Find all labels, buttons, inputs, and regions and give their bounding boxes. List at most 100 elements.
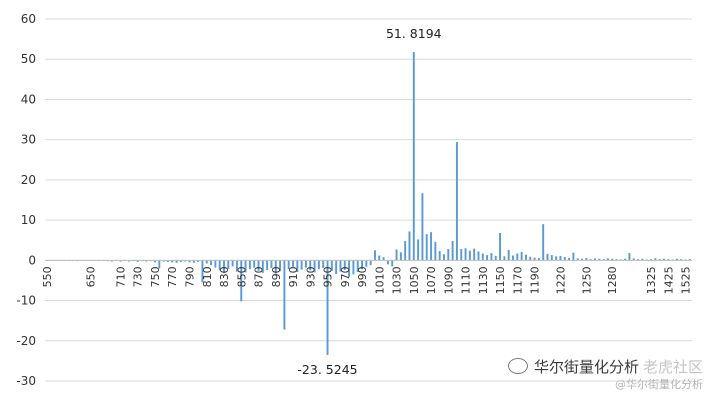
x-tick-label: 1090 <box>442 266 455 294</box>
bar <box>197 260 200 262</box>
bar <box>468 250 471 261</box>
x-tick-label: 1220 <box>554 266 567 294</box>
bar <box>555 256 558 261</box>
bar <box>326 260 329 355</box>
bar <box>231 260 234 267</box>
bar <box>205 260 208 264</box>
bar <box>322 260 325 268</box>
bar <box>244 260 247 273</box>
x-tick-label: 950 <box>322 266 335 287</box>
bar <box>512 255 514 261</box>
bar <box>162 260 165 262</box>
bar <box>593 258 596 261</box>
bar <box>602 259 605 261</box>
bar <box>119 260 122 262</box>
bar <box>412 51 415 261</box>
x-tick-label: 710 <box>114 266 127 287</box>
data-label: -23. 5245 <box>297 362 357 377</box>
bar <box>279 260 282 272</box>
bar <box>434 241 437 261</box>
bar <box>641 258 644 261</box>
bar <box>430 232 433 261</box>
bar <box>348 260 351 278</box>
bar <box>361 260 364 270</box>
x-axis: 550 650 710 730 750 770 790 810 830 850 870 890 910 9… <box>41 266 692 294</box>
bar <box>473 248 476 261</box>
bar <box>166 260 169 262</box>
watermark-primary: 华尔街量化分析 <box>533 358 639 376</box>
bar <box>688 259 691 261</box>
bar <box>313 260 316 273</box>
bar <box>136 260 139 262</box>
bar <box>296 260 299 272</box>
bar <box>356 260 359 272</box>
bar <box>611 258 614 261</box>
bar <box>550 255 553 261</box>
x-tick-label: 550 <box>41 266 54 287</box>
bar <box>175 260 178 263</box>
bar <box>507 249 510 261</box>
bar <box>447 249 450 261</box>
y-tick-label: 20 <box>21 173 36 187</box>
y-tick-label: 60 <box>21 12 36 26</box>
bar <box>628 253 631 261</box>
bar <box>490 253 493 261</box>
x-tick-label: 990 <box>356 266 369 287</box>
x-tick-label: 1130 <box>477 266 490 294</box>
bar <box>378 255 381 261</box>
y-tick-label: 30 <box>21 133 36 147</box>
x-tick-label: 1325 <box>645 266 658 294</box>
x-tick-label: 850 <box>235 266 248 287</box>
bar <box>606 258 609 261</box>
watermark-faint: 老虎社区 <box>642 358 703 376</box>
bar <box>654 258 657 261</box>
bar <box>516 253 519 261</box>
bar <box>154 260 156 263</box>
bar <box>399 252 402 261</box>
bar <box>637 259 640 261</box>
bar <box>395 249 398 261</box>
bar <box>300 260 303 270</box>
bar <box>352 260 355 275</box>
x-tick-label: 830 <box>218 266 231 287</box>
bar <box>494 255 497 261</box>
gridlines <box>45 18 692 382</box>
bar <box>270 260 273 268</box>
bar <box>486 255 489 261</box>
bar <box>184 260 187 262</box>
bar <box>421 193 424 261</box>
bar <box>542 224 545 261</box>
bar <box>464 248 467 261</box>
bar <box>110 260 113 262</box>
x-tick-label: 1050 <box>408 266 421 294</box>
bar <box>408 231 411 261</box>
x-tick-label: 730 <box>132 266 145 287</box>
bar <box>524 254 527 261</box>
x-tick-label: 650 <box>84 266 97 287</box>
x-tick-label: 910 <box>287 266 300 287</box>
bar <box>210 260 213 266</box>
bar <box>680 259 683 261</box>
bar <box>568 257 571 261</box>
bar <box>503 256 506 261</box>
bar <box>581 258 583 261</box>
x-tick-label: 770 <box>166 266 179 287</box>
data-labels: 51. 8194 -23. 5245 <box>297 26 441 377</box>
bar <box>257 260 260 271</box>
x-tick-label: 810 <box>201 266 214 287</box>
bar <box>455 142 458 261</box>
x-tick-label: 1010 <box>373 266 386 294</box>
bar <box>391 260 394 267</box>
bar <box>632 258 635 261</box>
bar <box>223 260 225 274</box>
bar <box>235 260 238 272</box>
y-tick-label: -10 <box>16 294 36 308</box>
bar <box>171 260 174 263</box>
bar <box>266 260 269 270</box>
bar <box>309 260 312 271</box>
wechat-icon <box>507 358 528 374</box>
x-tick-label: 970 <box>339 266 352 287</box>
x-tick-label: 750 <box>149 266 162 287</box>
x-tick-label: 1280 <box>606 266 619 294</box>
bar <box>179 260 182 262</box>
